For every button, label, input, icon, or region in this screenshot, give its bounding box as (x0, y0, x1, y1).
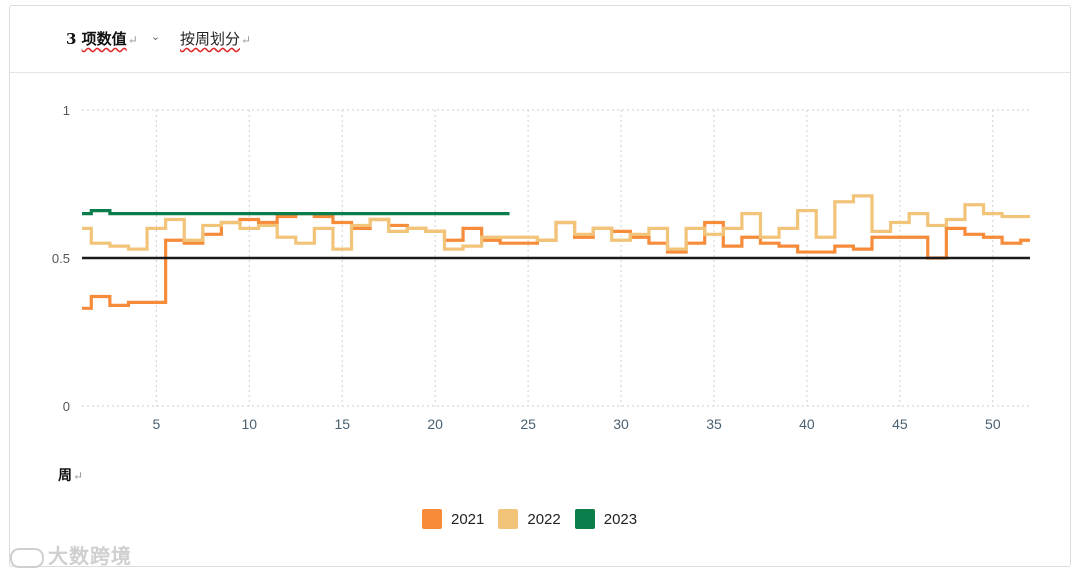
y-tick-label: 0.5 (52, 251, 70, 266)
metric-number: 3 (66, 30, 77, 48)
series-line-2022 (82, 194, 1030, 251)
x-tick-label: 10 (242, 416, 258, 432)
metric-name: 项数值 (81, 30, 127, 48)
legend-swatch-2023 (574, 509, 595, 529)
grouping-text: 按周划分 (180, 30, 241, 48)
x-tick-label: 35 (706, 416, 722, 432)
grouping-label: 按周划分↵ (180, 28, 251, 49)
series-line-2023 (82, 209, 510, 216)
x-tick-label: 50 (985, 416, 1001, 432)
x-tick-label: 5 (152, 416, 160, 432)
return-mark: ↵ (127, 33, 138, 47)
card-header: 3 项数值↵ ⌄ 按周划分↵ (10, 6, 1070, 73)
x-tick-label: 40 (799, 416, 815, 432)
y-tick-label: 1 (63, 103, 70, 118)
metric-title: 3 项数值↵ (66, 28, 138, 49)
x-tick-label: 30 (613, 416, 629, 432)
x-axis-label-text: 周 (58, 468, 72, 484)
x-tick-label: 45 (892, 416, 908, 432)
legend-item-2023[interactable]: 2023 (574, 509, 638, 529)
watermark: 大数跨境 (10, 540, 132, 569)
return-mark: ↵ (241, 33, 252, 47)
y-tick-label: 0 (63, 399, 70, 414)
x-tick-label: 25 (520, 416, 536, 432)
logo-icon (10, 547, 44, 568)
legend-label-2021: 2021 (451, 510, 485, 528)
x-tick-label: 20 (427, 416, 443, 432)
chart-legend: 2021 2022 2023 (422, 509, 637, 529)
x-axis-label: 周↵ (58, 465, 83, 485)
return-mark: ↵ (73, 469, 84, 483)
chevron-down-icon[interactable]: ⌄ (151, 30, 161, 43)
chart-card: 3 项数值↵ ⌄ 按周划分↵ (9, 5, 1071, 567)
legend-swatch-2022 (498, 509, 519, 529)
legend-swatch-2021 (422, 509, 442, 529)
watermark-text: 大数跨境 (48, 544, 132, 568)
legend-label-2022: 2022 (527, 510, 561, 528)
legend-item-2021[interactable]: 2021 (422, 509, 484, 529)
legend-label-2023: 2023 (603, 510, 638, 528)
legend-item-2022[interactable]: 2022 (498, 509, 561, 529)
x-tick-label: 15 (334, 416, 350, 432)
